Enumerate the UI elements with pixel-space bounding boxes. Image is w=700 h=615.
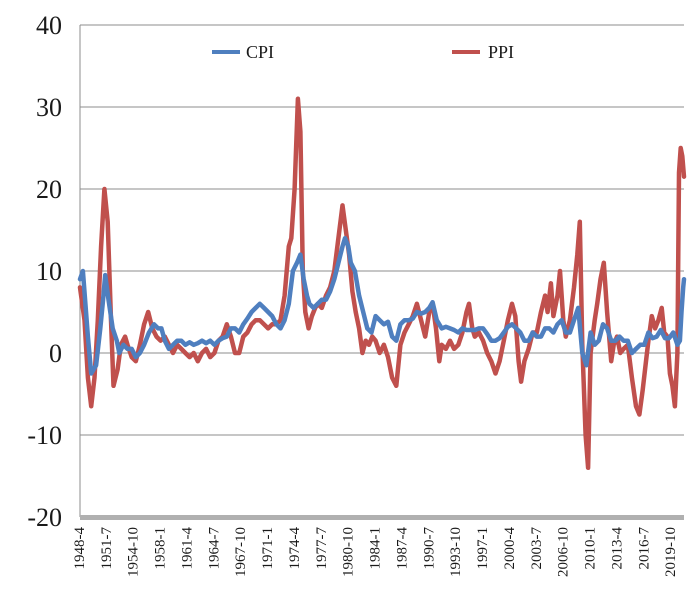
x-axis-tick-labels: 1948-4 1951-7 1954-10 1958-1 1961-4 1964-7 196… <box>72 527 679 577</box>
x-tick-label: 1964-7 <box>206 527 222 570</box>
x-tick-label: 1967-10 <box>233 527 249 577</box>
y-tick-label: 30 <box>36 93 62 122</box>
y-axis-tick-labels: -20 -10 0 10 20 30 40 <box>27 11 62 532</box>
x-tick-label: 1977-7 <box>314 527 330 570</box>
x-tick-label: 1980-10 <box>341 527 357 577</box>
series-line-cpi <box>77 235 687 376</box>
legend-label-cpi: CPI <box>246 42 274 62</box>
y-tick-label: 0 <box>49 339 62 368</box>
x-tick-label: 2003-7 <box>529 527 545 570</box>
x-tick-label: 2010-1 <box>583 527 599 570</box>
x-tick-label: 1987-4 <box>394 527 410 570</box>
x-tick-label: 2016-7 <box>636 527 652 570</box>
y-tick-label: 10 <box>36 257 62 286</box>
y-tick-label: -10 <box>27 421 62 450</box>
x-tick-label: 2013-4 <box>609 527 625 570</box>
legend: CPI PPI <box>212 42 514 62</box>
x-tick-label: 1993-10 <box>448 527 464 577</box>
x-tick-label: 1997-1 <box>475 527 491 570</box>
x-tick-label: 2019-10 <box>663 527 679 577</box>
y-tick-label: 40 <box>36 11 62 40</box>
gridlines <box>79 24 684 517</box>
x-tick-label: 1954-10 <box>126 527 142 577</box>
x-tick-label: 1951-7 <box>99 527 115 570</box>
x-tick-label: 1961-4 <box>179 527 195 570</box>
x-tick-label: 1974-4 <box>287 527 303 570</box>
x-tick-label: 1984-1 <box>368 527 384 570</box>
x-tick-label: 1958-1 <box>153 527 169 570</box>
series-line-ppi <box>77 96 687 471</box>
x-axis-line <box>80 515 684 520</box>
x-tick-label: 1990-7 <box>421 527 437 570</box>
legend-label-ppi: PPI <box>488 42 514 62</box>
y-tick-label: -20 <box>27 503 62 532</box>
data-series <box>77 96 687 471</box>
x-tick-label: 2006-10 <box>556 527 572 577</box>
x-tick-label: 2000-4 <box>502 527 518 570</box>
y-tick-label: 20 <box>36 175 62 204</box>
x-tick-label: 1971-1 <box>260 527 276 570</box>
x-tick-label: 1948-4 <box>72 527 88 570</box>
watermark: 知乎 @中国人民大学宏朋... <box>455 577 651 596</box>
